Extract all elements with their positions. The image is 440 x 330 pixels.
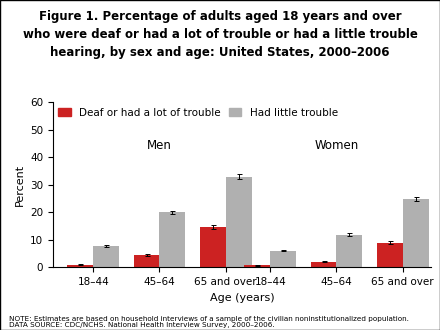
Bar (337, 235, 363, 267)
Bar (67, 265, 93, 267)
Text: hearing, by sex and age: United States, 2000–2006: hearing, by sex and age: United States, … (50, 46, 390, 58)
Bar (377, 243, 403, 267)
Text: NOTE: Estimates are based on household interviews of a sample of the civilian no: NOTE: Estimates are based on household i… (9, 316, 409, 322)
Legend: Deaf or had a lot of trouble, Had little trouble: Deaf or had a lot of trouble, Had little… (58, 108, 338, 117)
Bar (270, 250, 296, 267)
Bar (93, 246, 119, 267)
Text: Figure 1. Percentage of adults aged 18 years and over: Figure 1. Percentage of adults aged 18 y… (39, 10, 401, 23)
Text: who were deaf or had a lot of trouble or had a little trouble: who were deaf or had a lot of trouble or… (22, 28, 418, 41)
Text: DATA SOURCE: CDC/NCHS. National Health Interview Survey, 2000–2006.: DATA SOURCE: CDC/NCHS. National Health I… (9, 322, 275, 328)
Bar (200, 227, 226, 267)
Bar (226, 177, 252, 267)
Bar (159, 212, 185, 267)
Text: Men: Men (147, 139, 172, 152)
Bar (311, 261, 337, 267)
Text: Women: Women (314, 139, 359, 152)
Bar (134, 255, 159, 267)
Bar (244, 265, 270, 267)
Bar (403, 199, 429, 267)
X-axis label: Age (years): Age (years) (210, 293, 274, 303)
Y-axis label: Percent: Percent (15, 164, 24, 206)
